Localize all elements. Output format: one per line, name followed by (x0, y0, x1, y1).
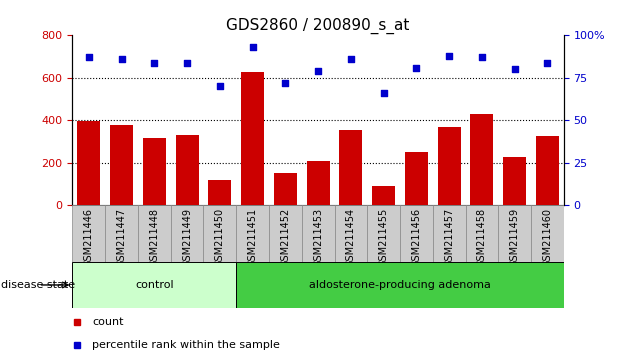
Bar (302, 205, 335, 262)
Point (313, 68, 323, 74)
Bar (171, 205, 203, 262)
Text: GSM211456: GSM211456 (411, 208, 421, 267)
Bar (400, 205, 433, 262)
Text: GSM211451: GSM211451 (248, 208, 258, 267)
Bar (236, 205, 269, 262)
Text: control: control (135, 280, 174, 290)
Title: GDS2860 / 200890_s_at: GDS2860 / 200890_s_at (226, 18, 410, 34)
Bar (203, 205, 236, 262)
Bar (438, 127, 461, 205)
Point (510, 67, 520, 72)
Text: disease state: disease state (1, 280, 76, 290)
Text: GSM211446: GSM211446 (84, 208, 94, 267)
Text: GSM211460: GSM211460 (542, 208, 553, 267)
Text: GSM211458: GSM211458 (477, 208, 487, 267)
Point (117, 56, 127, 62)
Bar (209, 180, 231, 205)
Text: GSM211454: GSM211454 (346, 208, 356, 267)
Text: GSM211450: GSM211450 (215, 208, 225, 267)
Point (280, 80, 290, 86)
Bar (236, 262, 564, 308)
Text: aldosterone-producing adenoma: aldosterone-producing adenoma (309, 280, 491, 290)
Bar (176, 135, 198, 205)
Text: GSM211447: GSM211447 (117, 208, 127, 267)
Point (542, 60, 553, 65)
Bar (143, 138, 166, 205)
Bar (536, 136, 559, 205)
Point (182, 60, 192, 65)
Point (411, 65, 421, 70)
Text: GSM211459: GSM211459 (510, 208, 520, 267)
Text: GSM211448: GSM211448 (149, 208, 159, 267)
Bar (367, 205, 400, 262)
Bar (433, 205, 466, 262)
Bar (72, 262, 236, 308)
Text: GSM211457: GSM211457 (444, 208, 454, 267)
Bar (531, 205, 564, 262)
Bar (138, 205, 171, 262)
Point (477, 55, 487, 60)
Bar (110, 125, 133, 205)
Bar (269, 205, 302, 262)
Bar (77, 121, 100, 205)
Bar (340, 130, 362, 205)
Point (248, 45, 258, 50)
Bar (105, 205, 138, 262)
Text: percentile rank within the sample: percentile rank within the sample (92, 340, 280, 350)
Text: GSM211453: GSM211453 (313, 208, 323, 267)
Text: GSM211455: GSM211455 (379, 208, 389, 267)
Bar (466, 205, 498, 262)
Bar (241, 72, 264, 205)
Point (149, 60, 159, 65)
Bar (503, 157, 526, 205)
Point (84, 55, 94, 60)
Bar (372, 186, 395, 205)
Bar (72, 205, 105, 262)
Point (444, 53, 454, 59)
Bar (471, 114, 493, 205)
Bar (498, 205, 531, 262)
Text: GSM211449: GSM211449 (182, 208, 192, 267)
Text: count: count (92, 317, 123, 327)
Point (379, 90, 389, 96)
Point (215, 84, 225, 89)
Bar (335, 205, 367, 262)
Bar (307, 161, 329, 205)
Bar (405, 152, 428, 205)
Bar (274, 173, 297, 205)
Text: GSM211452: GSM211452 (280, 208, 290, 267)
Point (346, 56, 356, 62)
